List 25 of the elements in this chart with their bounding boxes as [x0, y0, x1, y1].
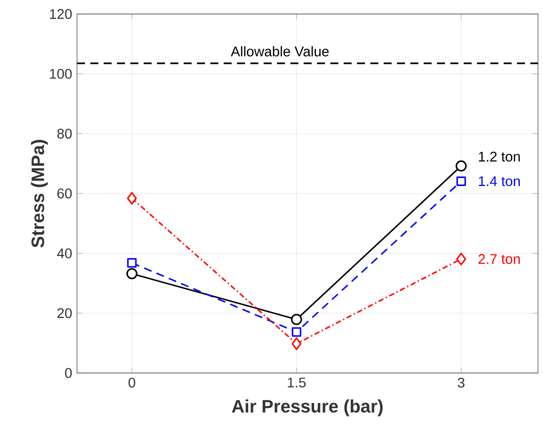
point	[126, 268, 138, 280]
y-tick-label: 100	[50, 68, 72, 79]
series-label: 1.4 ton	[478, 176, 520, 186]
point	[292, 327, 302, 337]
y-tick-label: 80	[57, 128, 72, 139]
point	[456, 160, 467, 172]
ref-line-label: Allowable Value	[230, 46, 329, 56]
point	[456, 176, 466, 186]
y-tick-label: 20	[57, 308, 72, 318]
x-tick-label: 1.5	[288, 378, 306, 388]
x-axis-title: Air Pressure (bar)	[232, 399, 383, 416]
series-label: 2.7 ton	[478, 254, 520, 264]
point	[290, 314, 302, 325]
y-tick-label: 60	[57, 188, 72, 198]
y-axis-title: Stress (MPa)	[31, 140, 48, 248]
point	[456, 252, 466, 266]
y-tick-label: 40	[57, 248, 72, 258]
x-tick-label: 3	[458, 378, 464, 388]
y-tick-label: 120	[50, 9, 72, 19]
point	[127, 258, 137, 268]
y-tick-label: 0	[65, 368, 72, 378]
x-tick-label: 0	[128, 378, 136, 388]
point	[292, 337, 302, 350]
point	[126, 192, 137, 205]
series-label: 1.2 ton	[478, 152, 520, 162]
